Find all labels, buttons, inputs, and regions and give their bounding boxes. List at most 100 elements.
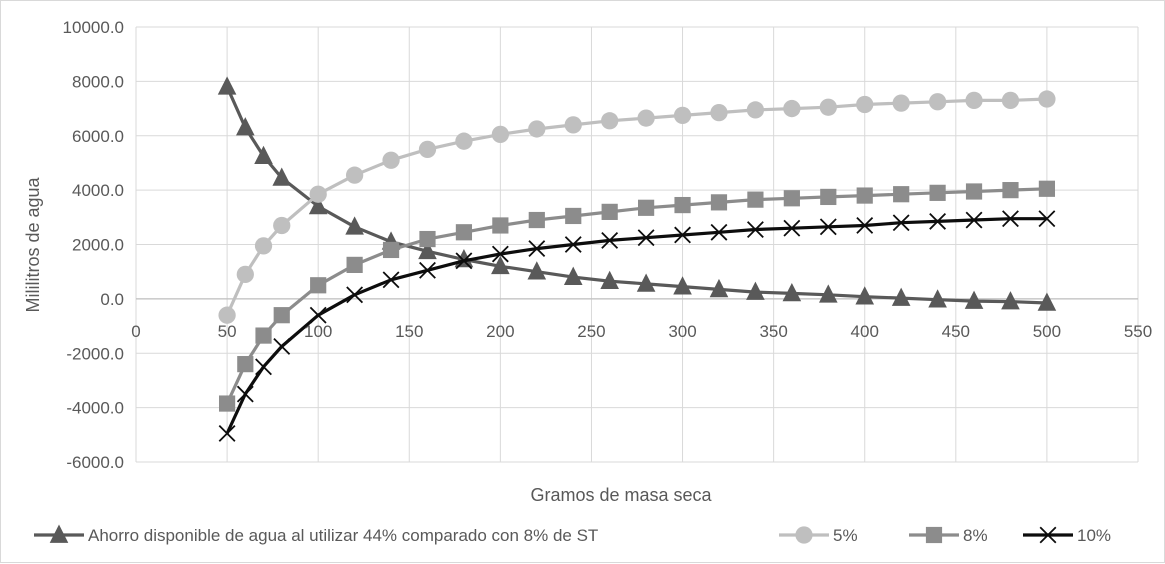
x-tick-label: 400 — [851, 322, 879, 341]
data-point — [819, 218, 837, 236]
data-point — [965, 91, 983, 110]
data-point — [418, 140, 437, 158]
data-point — [965, 211, 983, 229]
legend-item: 8% — [909, 526, 988, 545]
data-point — [1038, 210, 1056, 228]
x-tick-label: 350 — [759, 322, 787, 341]
data-point — [674, 196, 691, 214]
data-point — [709, 278, 729, 298]
data-point — [273, 216, 291, 235]
data-point — [1038, 90, 1056, 108]
series-group — [217, 76, 1057, 442]
data-point — [928, 93, 947, 111]
data-point — [237, 356, 254, 373]
legend-marker — [49, 524, 69, 543]
data-point — [928, 289, 947, 308]
y-tick-label: -6000.0 — [66, 453, 124, 472]
data-point — [637, 229, 655, 247]
data-point — [674, 226, 691, 244]
data-point — [565, 207, 582, 225]
x-tick-label: 250 — [577, 322, 605, 341]
data-point — [637, 109, 655, 127]
x-axis-title: Gramos de masa seca — [530, 485, 712, 505]
data-point — [308, 195, 328, 215]
data-point — [419, 230, 436, 248]
data-point — [455, 132, 473, 150]
y-tick-label: -4000.0 — [66, 399, 124, 418]
data-point — [492, 217, 509, 234]
data-point — [217, 76, 237, 95]
y-tick-label: 6000.0 — [72, 127, 124, 146]
axis-labels: 10000.0 8000.0 6000.0 4000.0 2000.0 0.0 -2000.… — [63, 18, 1153, 472]
data-point — [255, 358, 272, 376]
data-point — [382, 241, 400, 259]
data-point — [255, 327, 272, 344]
data-point — [856, 95, 874, 114]
data-point — [638, 199, 655, 216]
data-point — [254, 145, 273, 164]
data-point — [601, 231, 619, 249]
data-point — [527, 261, 547, 280]
data-point — [929, 184, 946, 201]
data-point — [783, 99, 801, 118]
data-point — [965, 183, 983, 200]
data-point — [345, 166, 364, 184]
legend-label: 5% — [833, 526, 858, 545]
data-point — [710, 194, 728, 211]
data-point — [1037, 292, 1057, 311]
data-point — [1038, 180, 1056, 197]
data-point — [1001, 91, 1020, 110]
legend-marker — [925, 526, 943, 544]
data-point — [309, 185, 327, 203]
data-point — [1002, 182, 1019, 199]
data-point — [891, 287, 911, 306]
data-point — [236, 385, 254, 403]
data-point — [1002, 210, 1019, 228]
data-point — [528, 240, 546, 258]
data-point — [600, 270, 619, 290]
gridlines — [135, 26, 1139, 463]
data-point — [236, 117, 255, 136]
y-tick-label: 4000.0 — [72, 181, 124, 200]
data-point — [382, 151, 400, 169]
data-point — [636, 273, 656, 292]
data-point — [345, 216, 364, 235]
data-point — [601, 112, 619, 130]
legend-label: Ahorro disponible de agua al utilizar 44… — [88, 526, 598, 545]
data-point — [564, 116, 582, 134]
y-axis-title: Mililitros de agua — [23, 176, 43, 312]
data-point — [673, 276, 692, 295]
data-point — [855, 286, 875, 305]
data-point — [710, 104, 728, 122]
data-point — [892, 94, 910, 112]
series-2 — [218, 180, 1056, 412]
data-point — [218, 306, 236, 324]
data-point — [818, 284, 838, 303]
data-point — [746, 221, 764, 238]
data-point — [856, 217, 874, 234]
x-tick-label: 450 — [942, 322, 970, 341]
x-tick-label: 500 — [1033, 322, 1061, 341]
legend: Ahorro disponible de agua al utilizar 44… — [34, 524, 1111, 545]
data-point — [418, 240, 437, 260]
data-point — [893, 186, 910, 203]
data-point — [892, 214, 910, 232]
legend-marker — [795, 526, 813, 544]
data-point — [856, 187, 873, 204]
series-0 — [217, 76, 1057, 311]
data-point — [673, 106, 692, 124]
data-point — [419, 261, 436, 279]
data-point — [273, 307, 290, 324]
x-tick-label: 550 — [1124, 322, 1152, 341]
data-point — [382, 271, 400, 289]
x-tick-label: 300 — [668, 322, 696, 341]
data-point — [528, 120, 546, 138]
data-point — [783, 219, 801, 237]
data-point — [455, 224, 473, 241]
data-point — [746, 281, 765, 300]
legend-label: 8% — [963, 526, 988, 545]
data-point — [528, 211, 545, 229]
data-point — [273, 338, 291, 355]
legend-item: Ahorro disponible de agua al utilizar 44… — [34, 524, 598, 545]
